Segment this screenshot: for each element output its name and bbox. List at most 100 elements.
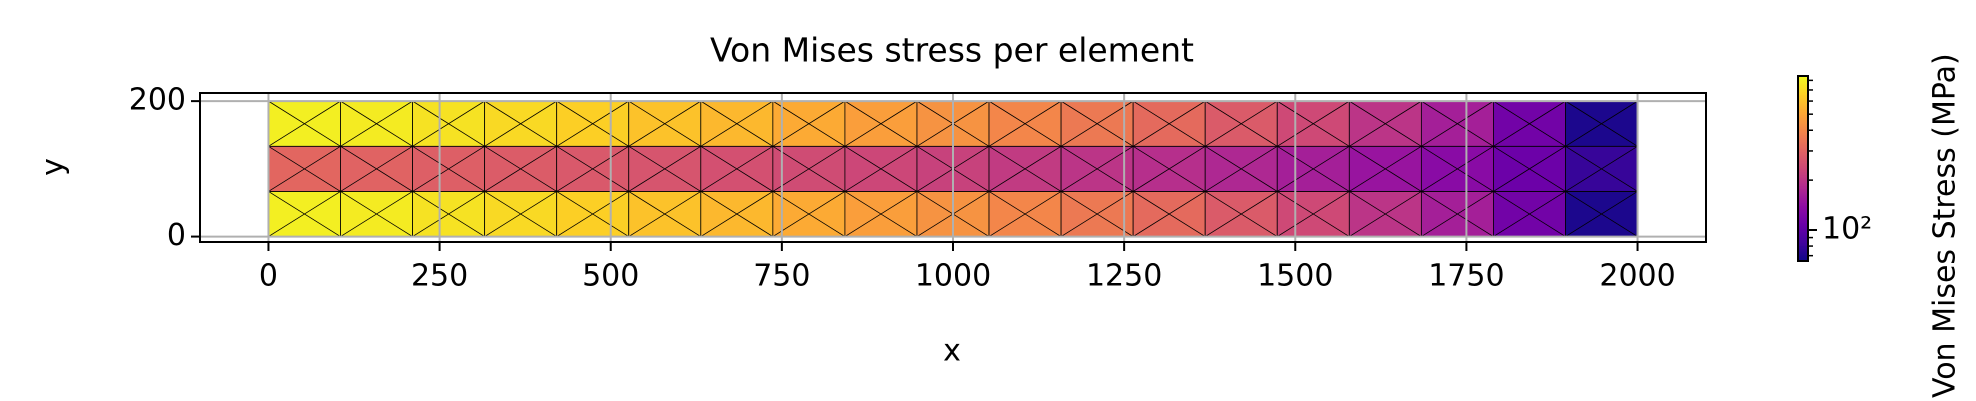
- colorbar-gradient: [1798, 165, 1808, 168]
- colorbar-gradient: [1798, 94, 1808, 97]
- colorbar-gradient: [1798, 136, 1808, 139]
- colorbar-gradient: [1798, 122, 1808, 125]
- colorbar-gradient: [1798, 133, 1808, 136]
- element-diagonal: [1204, 100, 1278, 147]
- chart-title: Von Mises stress per element: [710, 31, 1194, 70]
- colorbar-gradient: [1798, 156, 1808, 159]
- colorbar-gradient: [1798, 177, 1808, 180]
- element-diagonal: [844, 145, 918, 192]
- element-diagonal: [988, 100, 1062, 147]
- colorbar-gradient: [1798, 203, 1808, 207]
- colorbar-gradient: [1798, 230, 1808, 233]
- colorbar-gradient: [1798, 163, 1808, 167]
- element-diagonal: [556, 145, 629, 192]
- x-tick-label: 2000: [1599, 259, 1675, 294]
- x-tick-label: 1250: [1086, 259, 1162, 294]
- colorbar-gradient: [1798, 120, 1808, 123]
- element-diagonal: [1132, 191, 1206, 237]
- colorbar-gradient: [1798, 160, 1808, 163]
- colorbar-gradient: [1798, 234, 1808, 237]
- colorbar-gradient: [1798, 253, 1808, 256]
- element-diagonal: [844, 100, 918, 147]
- colorbar-gradient: [1798, 86, 1808, 89]
- colorbar-gradient: [1798, 142, 1808, 145]
- element-diagonal: [556, 100, 629, 147]
- colorbar-gradient: [1798, 80, 1808, 83]
- colorbar-gradient: [1798, 113, 1808, 116]
- colorbar-gradient: [1798, 108, 1808, 111]
- element-diagonal: [1060, 191, 1134, 237]
- colorbar-gradient: [1798, 191, 1808, 194]
- colorbar-gradient: [1798, 170, 1808, 173]
- colorbar-gradient: [1798, 166, 1808, 170]
- colorbar-gradient: [1798, 194, 1808, 197]
- colorbar-gradient: [1798, 126, 1808, 130]
- colorbar-gradient: [1798, 248, 1808, 251]
- element-diagonal: [1493, 191, 1566, 237]
- x-tick-label: 250: [411, 259, 468, 294]
- colorbar-gradient: [1798, 171, 1808, 174]
- element-diagonal: [484, 100, 557, 147]
- element-diagonal: [268, 145, 341, 192]
- colorbar-gradient: [1798, 199, 1808, 202]
- colorbar-gradient: [1798, 228, 1808, 231]
- colorbar-gradient: [1798, 242, 1808, 245]
- element-diagonal: [1421, 100, 1494, 147]
- colorbar-gradient: [1798, 168, 1808, 171]
- x-axis-label: x: [943, 334, 961, 369]
- colorbar-gradient: [1798, 207, 1808, 210]
- colorbar-gradient: [1798, 102, 1808, 105]
- colorbar-gradient: [1798, 202, 1808, 205]
- element-diagonal: [1277, 100, 1350, 147]
- colorbar-gradient: [1798, 185, 1808, 188]
- element-diagonal: [412, 145, 485, 192]
- element-diagonal: [988, 145, 1062, 192]
- colorbar-gradient: [1798, 182, 1808, 185]
- colorbar-gradient: [1798, 180, 1808, 183]
- colorbar-gradient: [1798, 237, 1808, 241]
- element-diagonal: [1493, 100, 1566, 147]
- colorbar-gradient: [1798, 79, 1808, 82]
- colorbar-gradient: [1798, 153, 1808, 156]
- colorbar-gradient: [1798, 139, 1808, 142]
- colorbar-gradient: [1798, 211, 1808, 214]
- element-diagonal: [1565, 145, 1638, 192]
- colorbar-gradient: [1798, 148, 1808, 151]
- element-diagonal: [412, 191, 485, 237]
- element-diagonal: [1349, 191, 1422, 237]
- element-diagonal: [1277, 145, 1350, 192]
- y-axis-label: y: [36, 158, 71, 176]
- element-diagonal: [1565, 191, 1638, 237]
- element-diagonal: [1132, 145, 1206, 192]
- colorbar-gradient: [1798, 210, 1808, 213]
- element-diagonal: [412, 100, 485, 147]
- colorbar-gradient: [1798, 100, 1808, 103]
- x-tick-label: 1000: [915, 259, 991, 294]
- colorbar-gradient: [1798, 245, 1808, 248]
- colorbar-gradient: [1798, 97, 1808, 100]
- element-diagonal: [340, 191, 413, 237]
- colorbar-gradient: [1798, 239, 1808, 242]
- colorbar-gradient: [1798, 119, 1808, 122]
- colorbar-gradient: [1798, 225, 1808, 228]
- element-diagonal: [628, 100, 702, 147]
- colorbar-gradient: [1798, 250, 1808, 253]
- colorbar-tick-label: 10²: [1822, 212, 1872, 247]
- colorbar-gradient: [1798, 257, 1808, 261]
- colorbar-gradient: [1798, 233, 1808, 236]
- colorbar-gradient: [1798, 216, 1808, 219]
- colorbar-gradient: [1798, 231, 1808, 234]
- colorbar-gradient: [1798, 157, 1808, 160]
- colorbar-gradient: [1798, 106, 1808, 109]
- colorbar-gradient: [1798, 256, 1808, 259]
- element-diagonal: [268, 100, 341, 147]
- colorbar-frame: [1797, 75, 1809, 262]
- colorbar-gradient: [1798, 213, 1808, 216]
- colorbar-gradient: [1798, 137, 1808, 140]
- colorbar-gradient: [1798, 82, 1808, 85]
- x-tick-label: 1750: [1428, 259, 1504, 294]
- element-diagonal: [628, 145, 702, 192]
- element-diagonal: [484, 191, 557, 237]
- element-diagonal: [1349, 100, 1422, 147]
